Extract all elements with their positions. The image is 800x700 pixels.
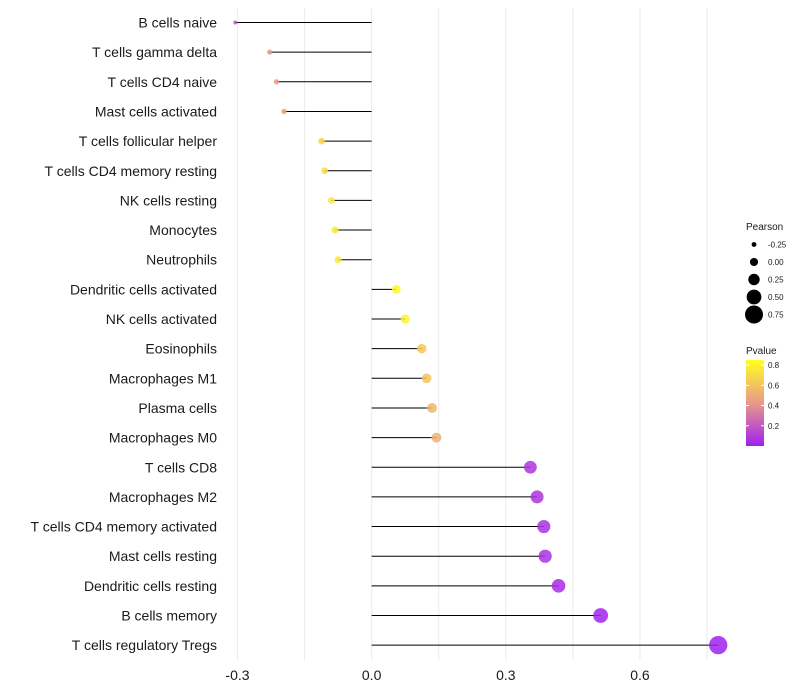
size-legend-key [751,242,757,247]
category-label: Macrophages M2 [109,489,217,505]
lollipop-point [416,343,427,354]
pvalue-colorbar [746,360,764,446]
lollipop-point [318,137,325,145]
lollipop-point [427,403,437,413]
lollipop-point [391,284,401,294]
category-label: Mast cells activated [95,103,217,119]
category-label: Macrophages M1 [109,370,217,386]
category-label: T cells CD4 memory resting [45,163,217,179]
category-label: T cells follicular helper [79,133,218,149]
x-tick-label: -0.3 [225,667,249,683]
lollipop-point [421,373,432,384]
lollipop-point [233,20,238,25]
lollipop-point [267,49,273,55]
x-tick-label: 0.0 [362,667,382,683]
category-label: T cells CD8 [145,459,217,475]
category-label: Eosinophils [145,341,217,357]
category-label: Monocytes [149,222,217,238]
lollipop-point [431,432,442,443]
grid-lines [236,8,708,660]
lollipop-point [537,519,551,534]
category-label: Neutrophils [146,252,217,268]
category-label: Dendritic cells resting [84,578,217,594]
pearson-size-legend: Pearson -0.25 0.00 0.25 0.50 0.75 [745,222,787,324]
category-label: T cells CD4 memory activated [31,519,217,535]
colorbar-label: 0.4 [768,402,780,411]
category-label: NK cells activated [106,311,217,327]
size-legend-key [746,289,762,305]
category-label: B cells memory [121,608,217,624]
colorbar-label: 0.2 [768,422,780,431]
category-labels: B cells naive T cells gamma delta T cells … [31,15,218,654]
x-tick-label: 0.6 [630,667,650,683]
lollipop-point [400,314,410,324]
pearson-legend-title: Pearson [746,222,783,233]
lollipop-point [321,167,329,175]
size-legend-key [745,305,763,324]
category-label: B cells naive [138,15,217,31]
category-label: T cells CD4 naive [108,74,218,90]
lollipop-point [593,608,609,623]
x-tick-label: 0.3 [496,667,516,683]
category-label: T cells regulatory Tregs [72,637,217,653]
size-legend-label: 0.25 [768,276,784,285]
size-legend-label: -0.25 [768,241,787,250]
lollipop-point [538,549,552,563]
lollipop-point [273,79,280,85]
category-label: Mast cells resting [109,548,217,564]
size-legend-label: 0.50 [768,293,784,302]
pvalue-color-legend: Pvalue 0.8 0.6 0.4 0.2 [746,346,780,446]
size-legend-key [749,257,759,267]
lollipop-point [334,256,342,264]
size-legend-label: 0.75 [768,311,784,320]
lollipop-point [331,226,339,234]
x-axis-ticks: -0.3 0.0 0.3 0.6 [225,667,650,683]
lollipop-stems [235,22,719,646]
lollipop-point [327,196,335,204]
category-label: Plasma cells [138,400,217,416]
category-label: NK cells resting [120,192,217,208]
lollipop-point [709,635,728,655]
category-label: Macrophages M0 [109,430,217,446]
pvalue-legend-title: Pvalue [746,346,777,357]
lollipop-point [530,490,544,504]
size-legend-label: 0.00 [768,258,784,267]
lollipop-point [551,579,566,593]
lollipop-point [281,108,287,115]
colorbar-label: 0.6 [768,381,780,390]
lollipop-points [233,20,728,655]
category-label: T cells gamma delta [92,44,217,60]
size-legend-key [748,273,760,286]
colorbar-label: 0.8 [768,361,780,370]
lollipop-point [524,460,537,474]
category-label: Dendritic cells activated [70,281,217,297]
